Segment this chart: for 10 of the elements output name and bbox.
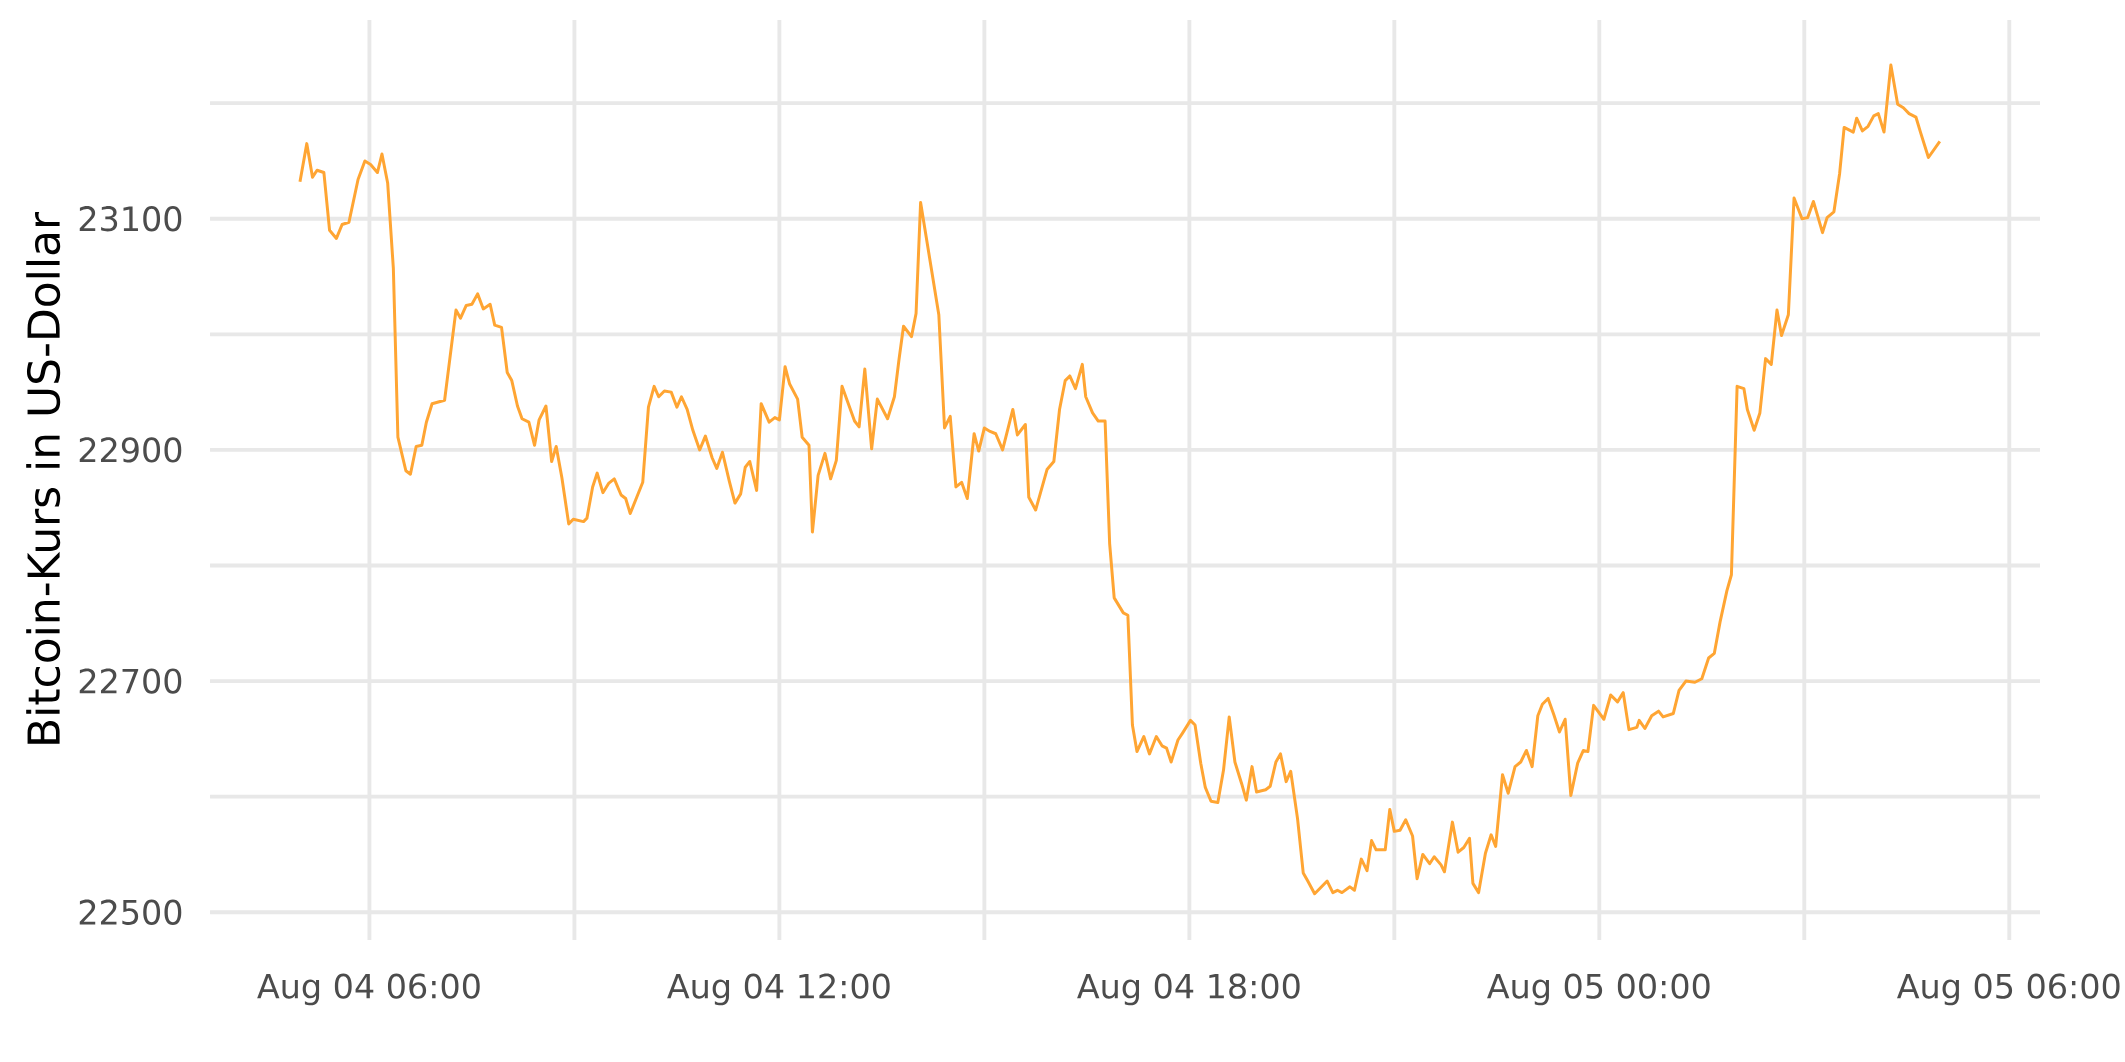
y-tick-label: 22700 [79, 668, 182, 694]
x-tick-label: Aug 04 18:00 [1077, 973, 1300, 1006]
y-tick-label: 22900 [79, 437, 182, 463]
y-tick-label: 22500 [79, 899, 182, 925]
x-tick-label: Aug 04 12:00 [667, 973, 890, 1006]
y-tick-label: 23100 [79, 206, 182, 232]
x-tick-label: Aug 05 06:00 [1896, 973, 2120, 1006]
x-tick-label: Aug 04 06:00 [257, 973, 480, 1006]
y-axis-title: Bitcoin-Kurs in US-Dollar [26, 211, 61, 744]
x-tick-label: Aug 05 00:00 [1487, 973, 1710, 1006]
